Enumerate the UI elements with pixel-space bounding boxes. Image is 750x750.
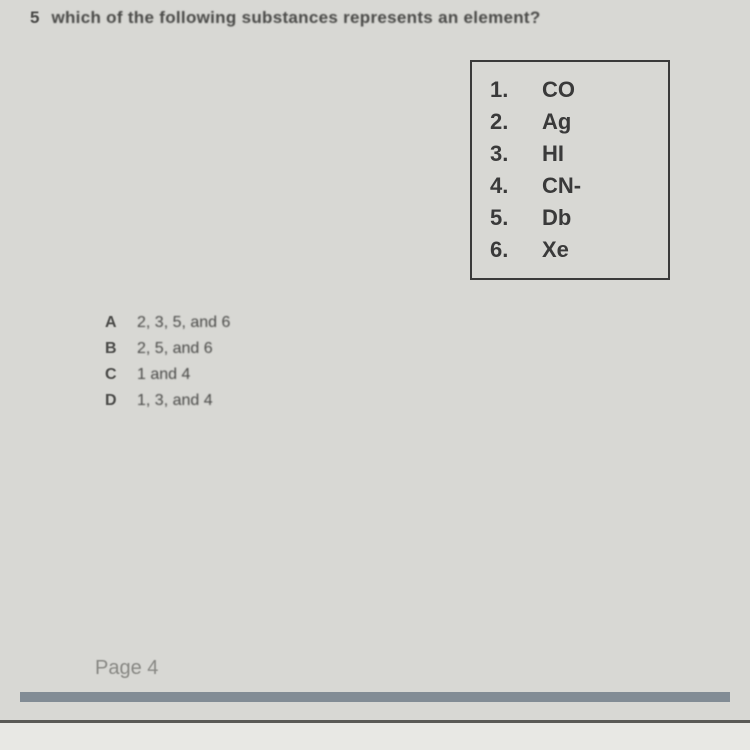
substance-formula: HI xyxy=(542,141,564,167)
option-text: 2, 3, 5, and 6 xyxy=(137,314,230,332)
substance-row: 1. CO xyxy=(490,74,650,106)
page-footer-label: Page 4 xyxy=(95,657,158,680)
option-letter: A xyxy=(105,314,121,332)
bottom-bar xyxy=(0,720,750,750)
substance-number: 6. xyxy=(490,237,514,263)
worksheet-page: 5 which of the following substances repr… xyxy=(0,0,750,750)
substance-row: 6. Xe xyxy=(490,234,650,266)
option-text: 2, 5, and 6 xyxy=(137,340,213,358)
substances-box: 1. CO 2. Ag 3. HI 4. CN- 5. Db 6. Xe xyxy=(470,60,670,280)
substance-formula: Db xyxy=(542,205,571,231)
option-letter: D xyxy=(105,392,121,410)
answer-option-d[interactable]: D 1, 3, and 4 xyxy=(105,388,230,414)
substance-number: 2. xyxy=(490,109,514,135)
substance-number: 4. xyxy=(490,173,514,199)
bottom-divider xyxy=(20,692,730,702)
answer-option-a[interactable]: A 2, 3, 5, and 6 xyxy=(105,310,230,336)
option-letter: B xyxy=(105,340,121,358)
substance-row: 2. Ag xyxy=(490,106,650,138)
substance-number: 1. xyxy=(490,77,514,103)
option-text: 1 and 4 xyxy=(137,366,190,384)
question-text: which of the following substances repres… xyxy=(51,8,540,28)
substance-number: 3. xyxy=(490,141,514,167)
answer-option-c[interactable]: C 1 and 4 xyxy=(105,362,230,388)
substance-row: 3. HI xyxy=(490,138,650,170)
option-letter: C xyxy=(105,366,121,384)
answer-option-b[interactable]: B 2, 5, and 6 xyxy=(105,336,230,362)
substance-formula: CO xyxy=(542,77,575,103)
question-number: 5 xyxy=(30,8,39,28)
answer-options: A 2, 3, 5, and 6 B 2, 5, and 6 C 1 and 4… xyxy=(105,310,230,414)
substance-number: 5. xyxy=(490,205,514,231)
question-header: 5 which of the following substances repr… xyxy=(0,0,750,28)
substance-row: 5. Db xyxy=(490,202,650,234)
substance-formula: CN- xyxy=(542,173,581,199)
option-text: 1, 3, and 4 xyxy=(137,392,213,410)
substance-formula: Ag xyxy=(542,109,571,135)
substance-row: 4. CN- xyxy=(490,170,650,202)
substance-formula: Xe xyxy=(542,237,569,263)
